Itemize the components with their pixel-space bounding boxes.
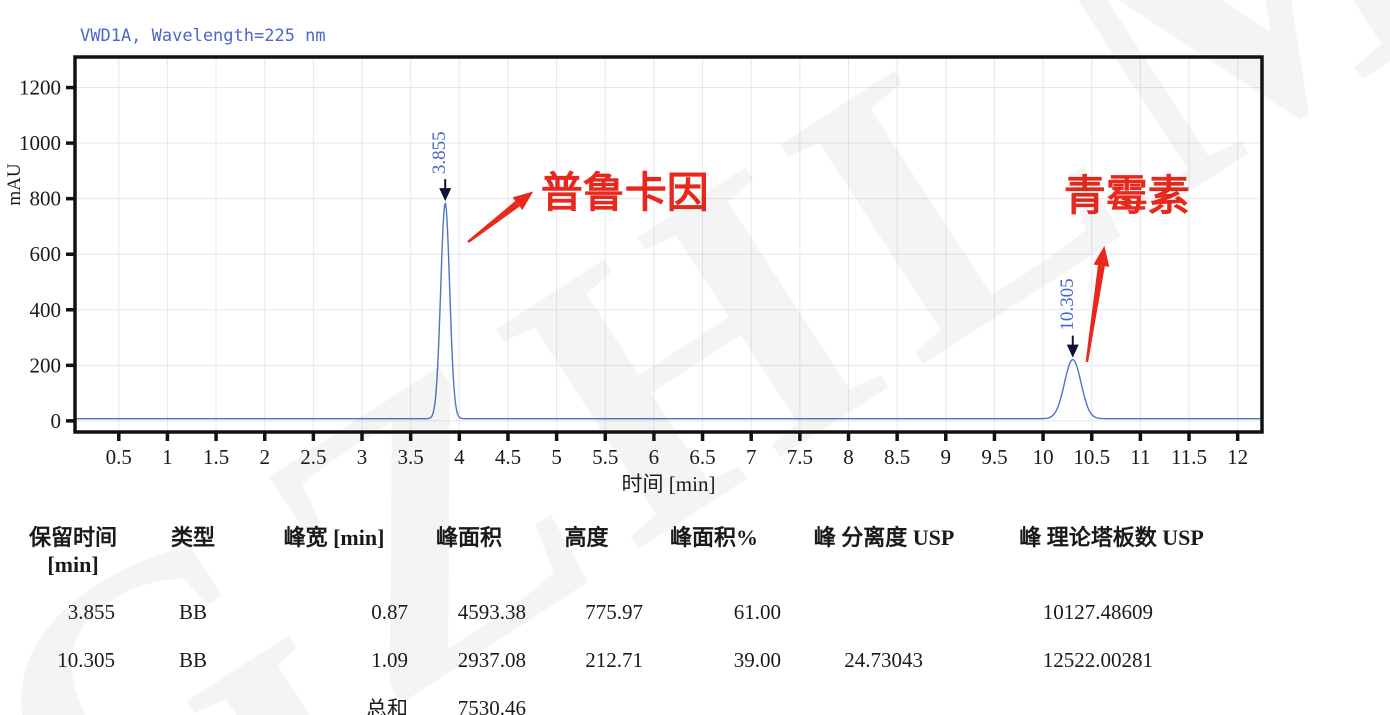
y-tick-label: 400 <box>30 298 62 322</box>
y-tick-label: 0 <box>51 409 62 433</box>
x-tick-label: 5.5 <box>592 445 618 469</box>
x-tick-label: 3.5 <box>398 445 424 469</box>
table-cell <box>18 684 128 715</box>
x-tick-label: 11 <box>1130 445 1150 469</box>
table-cell: 2937.08 <box>457 647 526 672</box>
table-cell: 12522.00281 <box>1042 647 1153 672</box>
y-axis-label: mAU <box>4 163 25 206</box>
annotation-arrow-head <box>1093 245 1110 267</box>
annotation-arrow-shaft <box>467 200 520 243</box>
x-tick-label: 10 <box>1033 445 1054 469</box>
table-cell: BB <box>178 647 207 672</box>
x-tick-label: 6 <box>649 445 660 469</box>
table-cell <box>128 684 258 715</box>
table-header: 峰 分离度 USP <box>813 525 955 550</box>
y-tick-label: 1000 <box>19 131 61 155</box>
table-cell: 39.00 <box>733 647 781 672</box>
table-header: 峰 理论塔板数 USP <box>1019 525 1204 550</box>
peak-results-table: 保留时间 [min] 类型 峰宽 [min] 峰面积 高度 峰面积% 峰 分离度 USP 峰 … <box>18 524 1238 715</box>
x-tick-label: 4.5 <box>495 445 521 469</box>
plot-border <box>73 55 1264 434</box>
peak-marker-triangle <box>439 188 452 202</box>
table-header: 高度 <box>564 525 609 550</box>
table-cell: 4593.38 <box>457 599 526 624</box>
annotation-text: 普鲁卡因 <box>541 170 709 217</box>
x-tick-label: 12 <box>1227 445 1248 469</box>
x-tick-label: 5 <box>551 445 562 469</box>
x-tick-label: 1.5 <box>203 445 229 469</box>
table-cell <box>645 684 783 715</box>
table-cell: 61.00 <box>733 599 781 624</box>
x-tick-label: 11.5 <box>1171 445 1207 469</box>
y-tick-label: 600 <box>30 242 62 266</box>
table-cell: 0.87 <box>371 599 408 624</box>
x-tick-label: 1 <box>162 445 173 469</box>
x-tick-label: 4 <box>454 445 465 469</box>
table-cell: 24.73043 <box>844 647 923 672</box>
table-header: 类型 <box>170 525 215 550</box>
table-header: 保留时间 [min] <box>28 525 117 577</box>
table-cell <box>783 684 985 715</box>
x-tick-label: 9.5 <box>981 445 1007 469</box>
peak-rt-label: 10.305 <box>1057 278 1078 330</box>
table-cell: 7530.46 <box>457 695 526 715</box>
chromatogram-plot: 0.5 1 1.5 2 2.5 3 3.5 4 4.5 5 5.5 6 6.5 7 7.5 8 8.5 9 9.5 1… <box>4 55 1264 496</box>
table-cell: 10127.48609 <box>1042 599 1153 624</box>
table-cell <box>783 588 985 636</box>
x-tick-label: 7.5 <box>787 445 813 469</box>
x-tick-label: 8 <box>843 445 854 469</box>
table-cell: 3.855 <box>67 599 115 624</box>
y-tick-label: 1200 <box>19 76 61 100</box>
x-tick-label: 2 <box>259 445 270 469</box>
x-tick-label: 7 <box>746 445 757 469</box>
x-tick-label: 10.5 <box>1073 445 1110 469</box>
table-cell: 10.305 <box>57 647 115 672</box>
table-header: 峰面积 <box>435 525 502 550</box>
x-tick-label: 8.5 <box>884 445 910 469</box>
table-cell: 775.97 <box>585 599 643 624</box>
y-tick-label: 800 <box>30 187 62 211</box>
annotation-arrow-head <box>512 191 534 211</box>
table-header: 峰面积% <box>669 525 758 550</box>
x-tick-label: 9 <box>941 445 952 469</box>
chart-title: VWD1A, Wavelength=225 nm <box>80 26 326 46</box>
peak-marker-triangle <box>1066 344 1079 358</box>
x-axis-label: 时间 [min] <box>622 472 716 496</box>
annotation-text: 青霉素 <box>1064 173 1190 220</box>
x-tick-label: 3 <box>357 445 368 469</box>
table-header: 峰宽 [min] <box>283 525 385 550</box>
table-cell: 212.71 <box>585 647 643 672</box>
chromatogram-trace <box>75 202 1262 420</box>
peak-rt-label: 3.855 <box>429 131 450 174</box>
table-cell <box>985 684 1238 715</box>
table-cell <box>528 684 645 715</box>
x-tick-label: 0.5 <box>106 445 132 469</box>
y-tick-label: 200 <box>30 353 62 377</box>
table-cell: BB <box>178 599 207 624</box>
x-tick-label: 2.5 <box>300 445 326 469</box>
table-cell: 1.09 <box>371 647 408 672</box>
annotation-arrow-shaft <box>1085 265 1105 363</box>
table-cell: 总和 <box>366 697 408 715</box>
x-tick-label: 6.5 <box>689 445 715 469</box>
